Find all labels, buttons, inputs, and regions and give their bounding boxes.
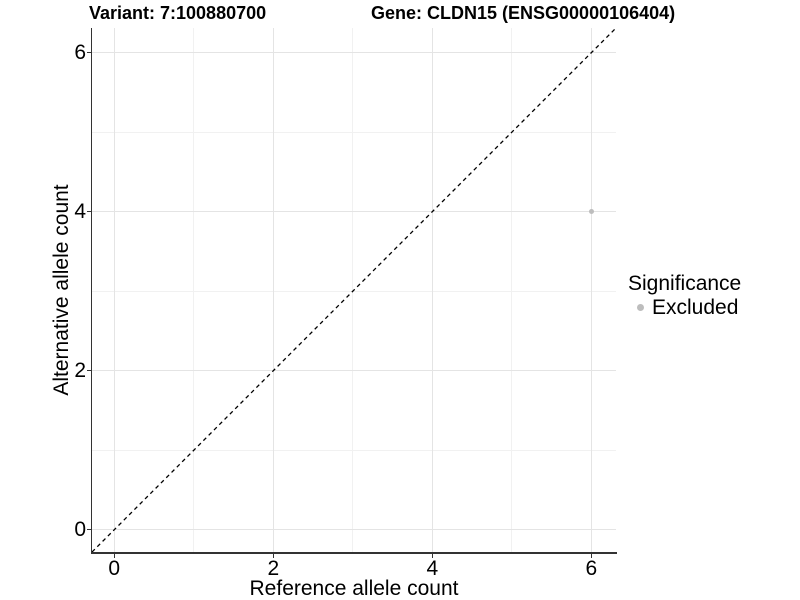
legend-entry: Excluded	[628, 296, 741, 319]
legend: Significance Excluded	[628, 272, 741, 319]
gridline-major-vertical	[272, 28, 274, 552]
y-tick-label: 0	[74, 518, 86, 542]
legend-point-icon	[637, 304, 644, 311]
y-axis-tick	[86, 51, 91, 54]
x-tick-label: 0	[108, 557, 121, 580]
gridline-minor-horizontal	[92, 131, 616, 133]
gridline-major-vertical	[431, 28, 433, 552]
x-axis-line	[90, 552, 617, 554]
x-tick-label: 2	[267, 557, 280, 580]
gridline-major-vertical	[113, 28, 115, 552]
gridline-major-horizontal	[92, 370, 616, 372]
plot-panel	[92, 28, 616, 552]
x-axis-tick	[431, 553, 434, 558]
y-axis-tick	[86, 210, 91, 213]
y-axis-tick	[86, 528, 91, 531]
plot-title-gene: Gene: CLDN15 (ENSG00000106404)	[371, 3, 676, 23]
x-axis-tick	[113, 553, 115, 558]
identity-line	[92, 28, 616, 552]
data-point	[588, 209, 594, 215]
legend-title: Significance	[628, 272, 742, 295]
plot-title-variant: Variant: 7:100880700	[89, 3, 267, 23]
y-tick-label: 2	[74, 359, 86, 383]
y-tick-label: 4	[74, 200, 86, 224]
x-tick-label: 4	[426, 557, 439, 580]
gridline-major-horizontal	[92, 52, 616, 54]
y-axis-tick	[86, 369, 91, 372]
gridline-minor-vertical	[352, 28, 354, 552]
gridline-major-vertical	[590, 28, 592, 552]
y-axis-line	[90, 28, 92, 553]
gridline-minor-horizontal	[92, 449, 616, 451]
gridline-minor-vertical	[511, 28, 513, 552]
y-tick-label: 6	[74, 41, 86, 65]
gridline-minor-vertical	[193, 28, 195, 552]
gridline-minor-horizontal	[92, 290, 616, 292]
legend-entry-label: Excluded	[652, 296, 739, 319]
gridline-major-horizontal	[92, 211, 616, 213]
x-axis-title: Reference allele count	[249, 577, 459, 600]
x-tick-label: 6	[585, 557, 598, 580]
gridline-major-horizontal	[92, 529, 616, 531]
x-axis-tick	[272, 553, 275, 558]
x-axis-tick	[590, 553, 593, 558]
